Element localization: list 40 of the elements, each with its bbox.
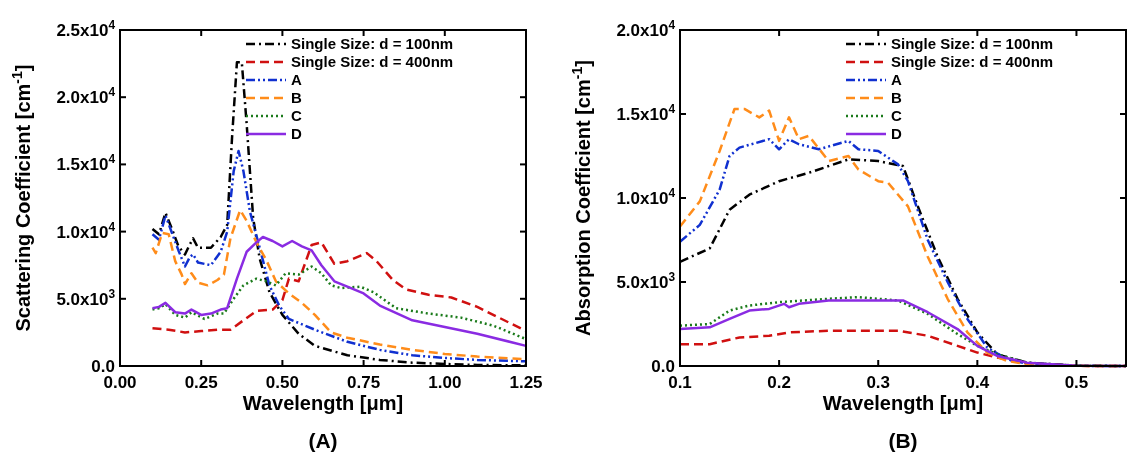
legend-label: B [891,89,902,107]
x-tick-label: 0.00 [103,373,137,392]
line-series [151,235,528,348]
x-tick-label: 0.50 [265,373,299,392]
legend-label: Single Size: d = 400nm [891,53,1054,71]
x-tick-label: 0.25 [184,373,218,392]
y-tick-label: 2.5x10$^{4}$ [56,17,116,40]
x-tick-label: 0.75 [347,373,381,392]
legend-label: A [891,71,902,89]
legend-label: Single Size: d = 100nm [891,35,1054,53]
text: (A) [308,429,338,452]
y-tick-label: 1.5x10$^{4}$ [616,101,676,124]
legend-label: A [291,71,302,89]
legend-label: D [291,125,302,143]
x-tick-label: 0.3 [866,373,891,392]
x-tick-label: 1.00 [428,373,462,392]
y-tick-label: 5.0x10$^{3}$ [616,269,676,292]
legend-label: D [891,125,902,143]
y-tick-label: 0.0 [651,356,675,376]
y-tick-label: 1.0x10$^{4}$ [616,185,676,208]
x-tick-label: 1.25 [509,373,543,392]
x-tick-label: 0.2 [767,373,791,392]
x-tick-label: 0.4 [965,373,990,392]
line-series [151,149,528,363]
legend-label: C [291,107,302,125]
x-axis-title: Wavelength [μm] [242,392,404,414]
x-tick-label: 0.1 [668,373,692,392]
x-tick-label: 0.5 [1064,373,1089,392]
legend-label: Single Size: d = 400nm [291,53,454,71]
text: (B) [888,429,918,452]
y-tick-label: 2.0x10$^{4}$ [56,85,116,108]
y-tick-label: 0.0 [91,356,115,376]
x-axis-title: Wavelength [μm] [822,392,984,414]
y-tick-label: 1.0x10$^{4}$ [56,219,116,242]
legend-label: Single Size: d = 100nm [291,35,454,53]
y-tick-label: 5.0x10$^{3}$ [56,286,116,309]
y-tick-label: 1.5x10$^{4}$ [56,152,116,175]
legend-label: B [291,89,302,107]
y-tick-label: 2.0x10$^{4}$ [616,17,676,40]
legend-label: C [891,107,902,125]
